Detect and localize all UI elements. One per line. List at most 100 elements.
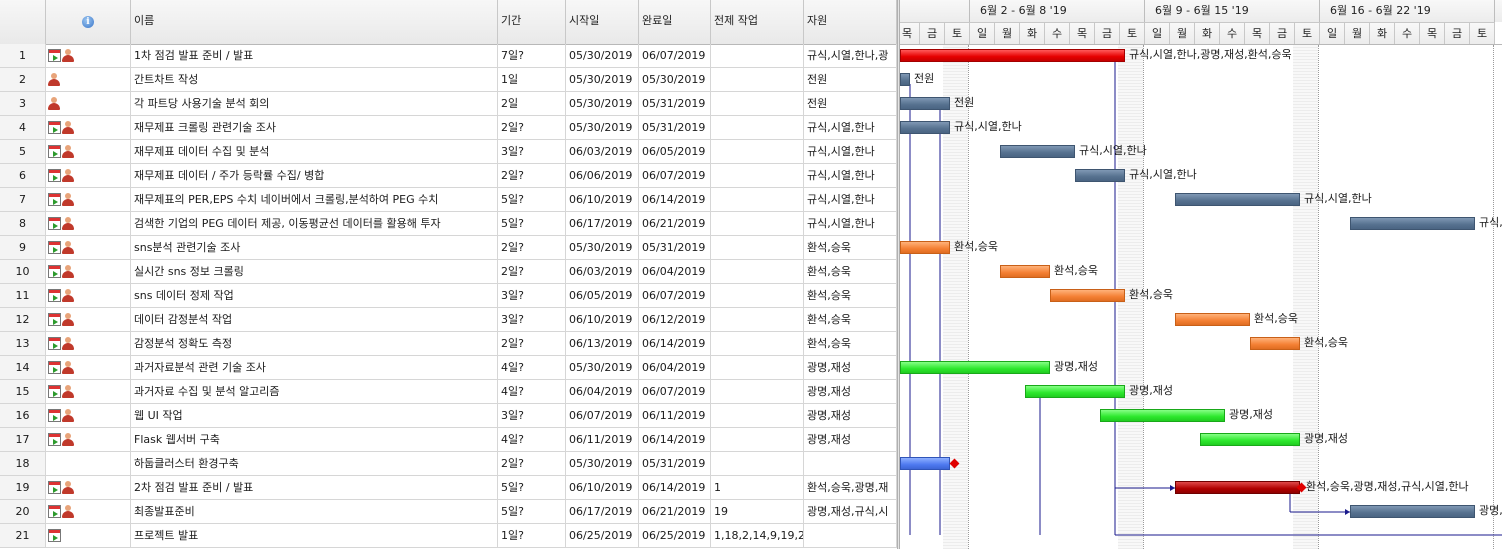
- task-name-cell[interactable]: 검색한 기업의 PEG 데이터 제공, 이동평균선 데이터를 활용해 투자: [131, 212, 498, 235]
- col-resources-header[interactable]: 자원: [804, 0, 897, 44]
- finish-date-cell[interactable]: 06/11/2019: [639, 404, 711, 427]
- start-date-cell[interactable]: 05/30/2019: [566, 44, 639, 67]
- resources-cell[interactable]: 규식,시열,한나: [804, 140, 897, 163]
- table-row[interactable]: 17 Flask 웹서버 구축 4일? 06/11/2019 06/14/2019 광명,…: [0, 428, 897, 452]
- row-number[interactable]: 14: [0, 356, 46, 379]
- duration-cell[interactable]: 3일?: [498, 284, 566, 307]
- task-name-cell[interactable]: 최종발표준비: [131, 500, 498, 523]
- col-finish-header[interactable]: 완료일: [639, 0, 711, 44]
- table-row[interactable]: 9 sns분석 관련기술 조사 2일? 05/30/2019 05/31/2019 환석,…: [0, 236, 897, 260]
- row-number[interactable]: 3: [0, 92, 46, 115]
- start-date-cell[interactable]: 05/30/2019: [566, 68, 639, 91]
- task-bar[interactable]: [900, 241, 950, 254]
- row-number[interactable]: 10: [0, 260, 46, 283]
- task-name-cell[interactable]: 1차 점검 발표 준비 / 발표: [131, 44, 498, 67]
- table-row[interactable]: 19 2차 점검 발표 준비 / 발표 5일? 06/10/2019 06/14/201…: [0, 476, 897, 500]
- duration-cell[interactable]: 5일?: [498, 500, 566, 523]
- task-name-cell[interactable]: 재무제표 데이터 / 주가 등락률 수집/ 병합: [131, 164, 498, 187]
- table-row[interactable]: 6 재무제표 데이터 / 주가 등락률 수집/ 병합 2일? 06/06/2019 06…: [0, 164, 897, 188]
- table-row[interactable]: 5 재무제표 데이터 수집 및 분석 3일? 06/03/2019 06/05/2019…: [0, 140, 897, 164]
- col-start-header[interactable]: 시작일: [566, 0, 639, 44]
- task-bar[interactable]: [900, 49, 1125, 62]
- task-name-cell[interactable]: 각 파트당 사용기술 분석 회의: [131, 92, 498, 115]
- task-name-cell[interactable]: Flask 웹서버 구축: [131, 428, 498, 451]
- start-date-cell[interactable]: 05/30/2019: [566, 92, 639, 115]
- task-bar[interactable]: [1200, 433, 1300, 446]
- finish-date-cell[interactable]: 06/14/2019: [639, 332, 711, 355]
- task-bar[interactable]: [1075, 169, 1125, 182]
- start-date-cell[interactable]: 06/17/2019: [566, 212, 639, 235]
- predecessors-cell[interactable]: [711, 284, 804, 307]
- start-date-cell[interactable]: 06/11/2019: [566, 428, 639, 451]
- predecessors-cell[interactable]: [711, 68, 804, 91]
- row-number[interactable]: 17: [0, 428, 46, 451]
- col-indicator-header[interactable]: i: [46, 0, 131, 44]
- resources-cell[interactable]: 광명,재성: [804, 404, 897, 427]
- start-date-cell[interactable]: 06/10/2019: [566, 188, 639, 211]
- resources-cell[interactable]: [804, 452, 897, 475]
- row-number[interactable]: 1: [0, 44, 46, 67]
- duration-cell[interactable]: 2일: [498, 92, 566, 115]
- table-row[interactable]: 11 sns 데이터 정제 작업 3일? 06/05/2019 06/07/2019 환석…: [0, 284, 897, 308]
- start-date-cell[interactable]: 05/30/2019: [566, 356, 639, 379]
- resources-cell[interactable]: 광명,재성: [804, 428, 897, 451]
- finish-date-cell[interactable]: 06/12/2019: [639, 308, 711, 331]
- task-name-cell[interactable]: 데이터 감정분석 작업: [131, 308, 498, 331]
- resources-cell[interactable]: 환석,승욱: [804, 332, 897, 355]
- col-predecessors-header[interactable]: 전제 작업: [711, 0, 804, 44]
- resources-cell[interactable]: 전원: [804, 92, 897, 115]
- col-name-header[interactable]: 이름: [131, 0, 498, 44]
- duration-cell[interactable]: 3일?: [498, 308, 566, 331]
- task-bar[interactable]: [900, 457, 950, 470]
- resources-cell[interactable]: 광명,재성,규식,시: [804, 500, 897, 523]
- resources-cell[interactable]: 광명,재성: [804, 380, 897, 403]
- duration-cell[interactable]: 1일?: [498, 524, 566, 547]
- duration-cell[interactable]: 2일?: [498, 452, 566, 475]
- row-number[interactable]: 8: [0, 212, 46, 235]
- predecessors-cell[interactable]: 1,18,2,14,9,19,20: [711, 524, 804, 547]
- task-bar[interactable]: [1000, 265, 1050, 278]
- table-row[interactable]: 14 과거자료분석 관련 기술 조사 4일? 05/30/2019 06/04/2019…: [0, 356, 897, 380]
- finish-date-cell[interactable]: 06/25/2019: [639, 524, 711, 547]
- task-bar[interactable]: [1250, 337, 1300, 350]
- task-bar[interactable]: [1050, 289, 1125, 302]
- start-date-cell[interactable]: 06/04/2019: [566, 380, 639, 403]
- resources-cell[interactable]: 규식,시열,한나: [804, 164, 897, 187]
- table-row[interactable]: 13 감정분석 정확도 측정 2일? 06/13/2019 06/14/2019 환석,승…: [0, 332, 897, 356]
- col-duration-header[interactable]: 기간: [498, 0, 566, 44]
- row-number[interactable]: 4: [0, 116, 46, 139]
- resources-cell[interactable]: 전원: [804, 68, 897, 91]
- finish-date-cell[interactable]: 06/07/2019: [639, 380, 711, 403]
- start-date-cell[interactable]: 06/03/2019: [566, 140, 639, 163]
- resources-cell[interactable]: 규식,시열,한나: [804, 188, 897, 211]
- finish-date-cell[interactable]: 05/31/2019: [639, 452, 711, 475]
- task-bar[interactable]: [900, 361, 1050, 374]
- duration-cell[interactable]: 2일?: [498, 164, 566, 187]
- pane-splitter[interactable]: [897, 0, 900, 549]
- task-bar[interactable]: [1175, 313, 1250, 326]
- predecessors-cell[interactable]: [711, 236, 804, 259]
- start-date-cell[interactable]: 06/03/2019: [566, 260, 639, 283]
- predecessors-cell[interactable]: [711, 44, 804, 67]
- predecessors-cell[interactable]: [711, 404, 804, 427]
- table-row[interactable]: 10 실시간 sns 정보 크롤링 2일? 06/03/2019 06/04/2019 환…: [0, 260, 897, 284]
- start-date-cell[interactable]: 06/13/2019: [566, 332, 639, 355]
- start-date-cell[interactable]: 05/30/2019: [566, 236, 639, 259]
- row-number[interactable]: 18: [0, 452, 46, 475]
- duration-cell[interactable]: 4일?: [498, 356, 566, 379]
- table-row[interactable]: 15 과거자료 수집 및 분석 알고리즘 4일? 06/04/2019 06/07/20…: [0, 380, 897, 404]
- table-row[interactable]: 3 각 파트당 사용기술 분석 회의 2일 05/30/2019 05/31/2019 전…: [0, 92, 897, 116]
- table-row[interactable]: 12 데이터 감정분석 작업 3일? 06/10/2019 06/12/2019 환석,승…: [0, 308, 897, 332]
- row-number[interactable]: 5: [0, 140, 46, 163]
- start-date-cell[interactable]: 06/17/2019: [566, 500, 639, 523]
- finish-date-cell[interactable]: 06/04/2019: [639, 356, 711, 379]
- row-number[interactable]: 11: [0, 284, 46, 307]
- duration-cell[interactable]: 4일?: [498, 428, 566, 451]
- predecessors-cell[interactable]: [711, 140, 804, 163]
- finish-date-cell[interactable]: 06/14/2019: [639, 428, 711, 451]
- predecessors-cell[interactable]: [711, 308, 804, 331]
- start-date-cell[interactable]: 05/30/2019: [566, 452, 639, 475]
- predecessors-cell[interactable]: [711, 380, 804, 403]
- col-num-header[interactable]: [0, 0, 46, 44]
- resources-cell[interactable]: 규식,시열,한나,광: [804, 44, 897, 67]
